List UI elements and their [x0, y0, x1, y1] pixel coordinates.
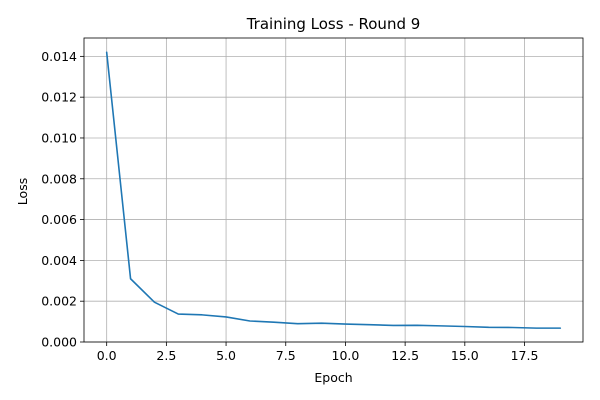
series-layer [105, 51, 562, 329]
x-tick-label: 7.5 [276, 348, 296, 363]
y-tick-label: 0.000 [41, 335, 77, 350]
x-tick-label: 10.0 [332, 348, 360, 363]
x-tick-label: 12.5 [391, 348, 419, 363]
y-tick-label: 0.008 [41, 171, 77, 186]
x-axis-label: Epoch [314, 370, 352, 385]
y-tick-label: 0.012 [41, 90, 77, 105]
loss-series-line [105, 51, 562, 329]
y-tick-label: 0.002 [41, 294, 77, 309]
x-tick-label: 15.0 [451, 348, 479, 363]
plot-frame [83, 37, 584, 343]
grid [84, 38, 583, 343]
y-tick-label: 0.004 [41, 253, 77, 268]
y-axis: 0.000 0.002 0.004 0.006 0.008 0.010 0.012 0.014 [41, 49, 84, 350]
x-tick-label: 5.0 [216, 348, 236, 363]
x-axis: 0.0 2.5 5.0 7.5 10.0 12.5 15.0 17.5 [97, 342, 539, 363]
y-tick-label: 0.006 [41, 212, 77, 227]
y-tick-label: 0.014 [41, 49, 77, 64]
x-tick-label: 0.0 [97, 348, 117, 363]
y-axis-label: Loss [15, 178, 30, 205]
y-tick-label: 0.010 [41, 130, 77, 145]
x-tick-label: 2.5 [156, 348, 176, 363]
x-tick-label: 17.5 [511, 348, 539, 363]
chart-title: Training Loss - Round 9 [246, 15, 421, 33]
